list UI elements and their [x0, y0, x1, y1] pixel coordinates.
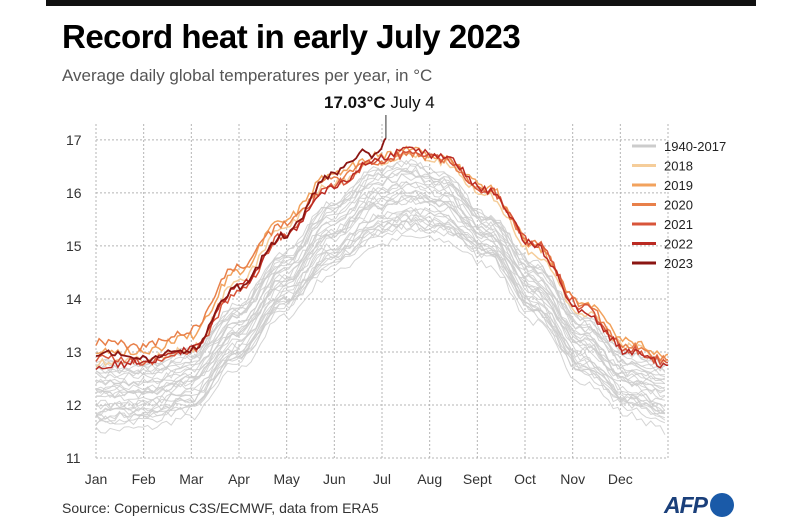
chart-title: Record heat in early July 2023 — [62, 18, 521, 55]
x-tick-label: May — [273, 471, 299, 487]
x-tick-label: Mar — [179, 471, 203, 487]
x-tick-label: Jun — [323, 471, 346, 487]
x-tick-label: Sept — [463, 471, 492, 487]
historical-year-line — [95, 195, 666, 398]
historical-year-line — [95, 166, 666, 375]
top-rule — [46, 0, 756, 6]
x-tick-label: Aug — [417, 471, 442, 487]
series-line-2023 — [95, 137, 387, 364]
historical-year-line — [95, 167, 666, 375]
source-note: Source: Copernicus C3S/ECMWF, data from … — [62, 500, 379, 516]
historical-year-line — [95, 214, 666, 416]
y-tick-label: 17 — [66, 132, 82, 148]
legend-label-2019: 2019 — [664, 178, 693, 193]
legend-label-2020: 2020 — [664, 198, 693, 213]
series-line-2020 — [95, 149, 668, 363]
y-tick-label: 12 — [66, 397, 82, 413]
historical-year-line — [95, 221, 666, 425]
legend-label-1940-2017: 1940-2017 — [664, 139, 726, 154]
x-tick-label: Dec — [608, 471, 633, 487]
annotation-label: 17.03°C July 4 — [324, 93, 435, 112]
y-tick-label: 13 — [66, 344, 82, 360]
historical-year-line — [95, 194, 665, 398]
x-tick-label: Oct — [514, 471, 536, 487]
y-tick-label: 11 — [66, 450, 81, 466]
y-tick-label: 15 — [66, 238, 82, 254]
series-line-2022 — [95, 146, 668, 370]
historical-year-line — [95, 207, 666, 412]
afp-logo: AFP — [664, 490, 734, 520]
annotation-value: 17.03°C — [324, 93, 386, 112]
chart-subtitle: Average daily global temperatures per ye… — [62, 66, 433, 85]
legend-label-2023: 2023 — [664, 256, 693, 271]
historical-year-line — [95, 212, 666, 416]
historical-year-line — [95, 190, 666, 394]
x-tick-label: Feb — [132, 471, 156, 487]
historical-year-line — [95, 173, 666, 380]
legend-label-2018: 2018 — [664, 159, 693, 174]
x-tick-label: Apr — [228, 471, 250, 487]
afp-logo-dot-icon — [710, 493, 734, 517]
historical-year-line — [95, 206, 666, 408]
historical-year-line — [95, 181, 666, 387]
historical-year-line — [95, 190, 666, 394]
annotation-date: July 4 — [386, 93, 435, 112]
legend-label-2021: 2021 — [664, 217, 693, 232]
historical-year-line — [95, 187, 665, 391]
y-tick-label: 14 — [66, 291, 82, 307]
afp-logo-text: AFP — [664, 491, 708, 518]
legend-label-2022: 2022 — [664, 237, 693, 252]
historical-year-line — [95, 218, 665, 420]
x-tick-label: Nov — [560, 471, 585, 487]
x-tick-label: Jan — [85, 471, 108, 487]
y-tick-label: 16 — [66, 185, 82, 201]
historical-year-line — [95, 234, 666, 435]
x-tick-label: Jul — [373, 471, 391, 487]
historical-year-line — [95, 173, 665, 379]
historical-year-line — [95, 170, 666, 376]
